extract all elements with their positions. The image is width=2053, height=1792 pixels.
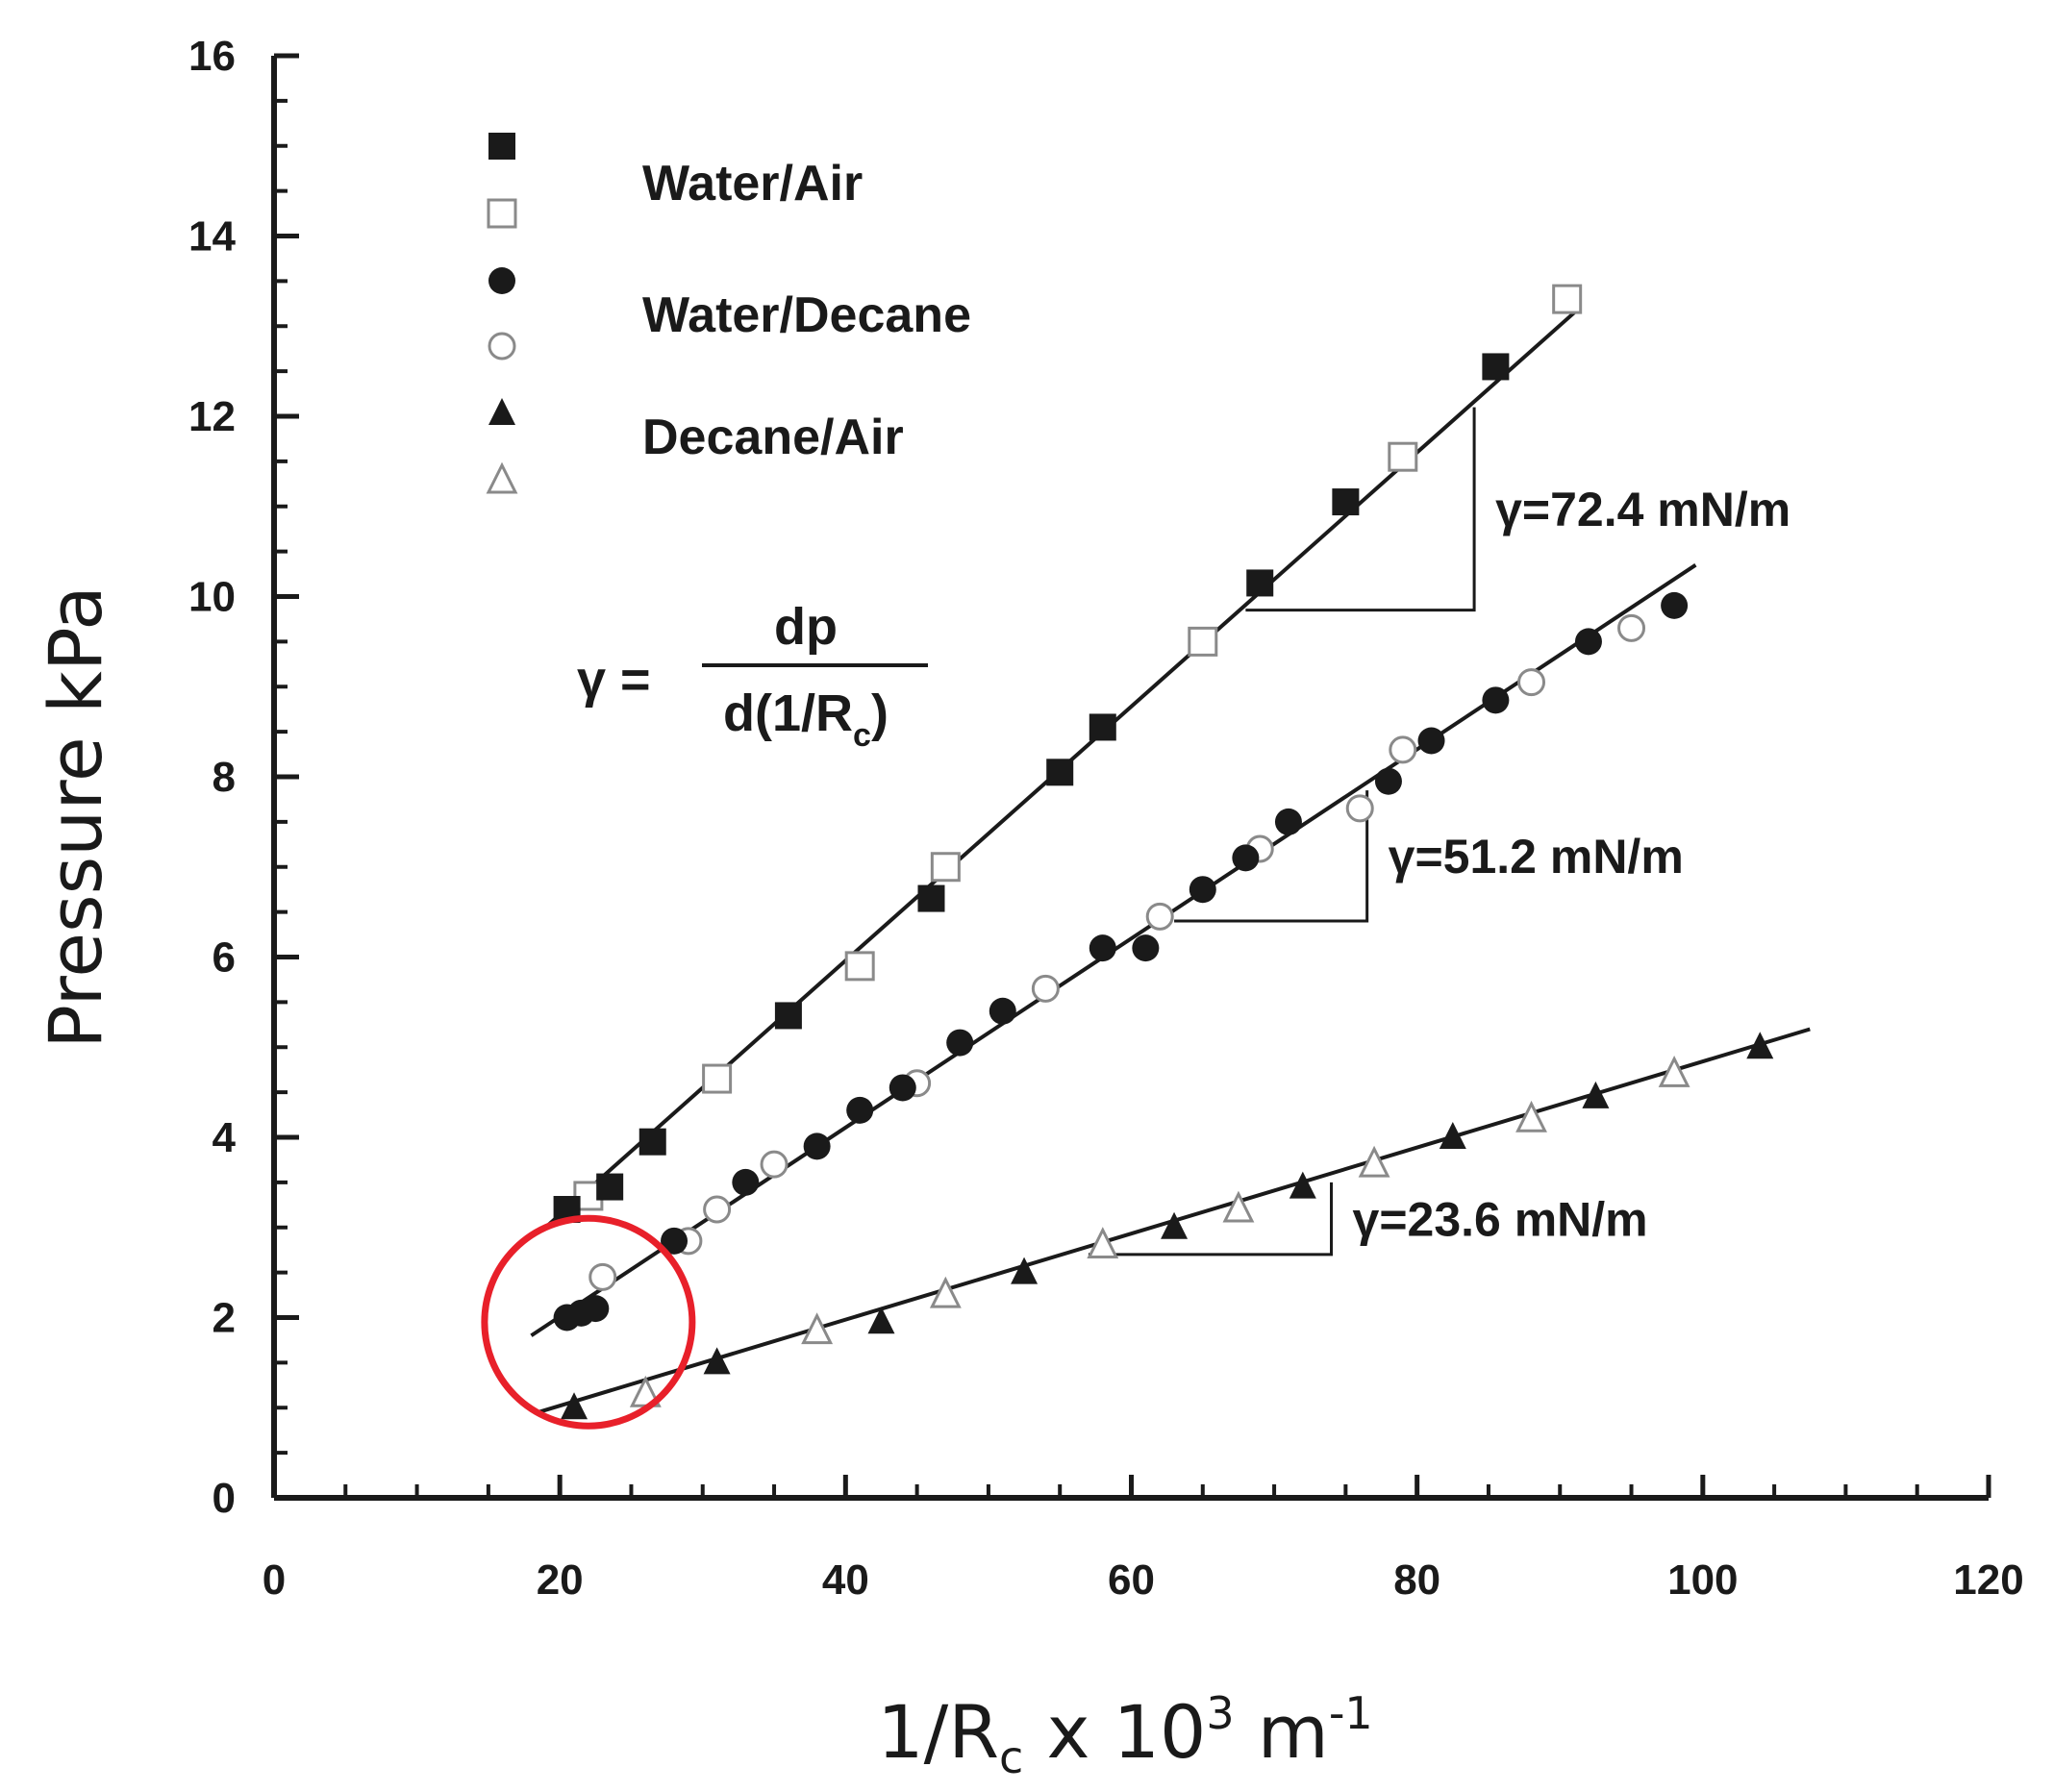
data-point-circle-filled [946,1029,974,1057]
y-tick-label: 4 [213,1114,237,1161]
data-point-circle-filled [1089,934,1116,962]
data-point-triangle-filled [703,1347,731,1375]
formula-lhs: γ = [577,651,651,709]
formula-denominator: d(1/Rc) [723,684,889,754]
data-point-triangle-open [486,461,518,494]
data-point-square-filled [1332,488,1360,516]
data-point-square-filled [1482,353,1510,381]
formula-numerator: dp [774,598,838,656]
data-point-triangle-filled [1289,1171,1316,1199]
data-point-triangle-filled [1011,1257,1039,1284]
data-point-circle-filled [582,1295,610,1323]
legend: Water/Air Water/Decane Decane/Air [486,133,971,494]
data-point-triangle-open [1515,1100,1547,1132]
data-point-circle-open [1031,974,1060,1003]
data-point-square-open [702,1063,733,1094]
slope-label: γ=51.2 mN/m [1389,830,1684,884]
data-point-circle-filled [1374,767,1402,795]
data-point-triangle-filled [1439,1122,1466,1149]
slope-triangle [1174,790,1369,923]
data-point-triangle-filled [1746,1032,1774,1059]
data-point-square-open [1552,284,1583,314]
data-point-triangle-filled [1582,1081,1610,1108]
slope-label: γ=72.4 mN/m [1495,483,1790,536]
legend-label: Water/Decane [642,287,971,343]
x-tick-label: 100 [1667,1556,1738,1604]
slope-label: γ=23.6 mN/m [1353,1192,1648,1246]
y-tick-label: 0 [213,1475,236,1522]
data-point-square-filled [917,884,945,912]
data-point-circle-open [588,1262,617,1291]
data-point-circle-filled [488,267,515,294]
data-point-circle-filled [846,1096,874,1124]
y-tick-label: 10 [188,574,236,621]
data-point-triangle-filled [1161,1211,1189,1239]
data-point-square-filled [638,1128,666,1156]
data-point-circle-open [1145,902,1174,931]
legend-label: Decane/Air [642,410,904,465]
data-point-triangle-filled [488,398,515,425]
data-point-circle-open [1389,735,1417,764]
highlight-circle [481,1214,696,1430]
plot-area: 0 20 40 60 80 100 120 0 2 4 6 8 10 12 14 16 γ=72.4 mN/m γ… [188,33,2024,1604]
data-point-circle-open [1517,668,1546,697]
data-point-triangle-open [801,1312,834,1345]
data-point-square-open [487,198,517,229]
x-tick-label: 40 [822,1556,869,1604]
data-point-triangle-open [1658,1056,1690,1087]
legend-label: Water/Air [642,156,863,212]
data-point-circle-open [703,1195,732,1224]
x-tick-label: 60 [1108,1556,1155,1604]
data-point-circle-filled [889,1074,916,1102]
data-point-square-filled [488,133,515,160]
data-point-circle-filled [732,1168,760,1196]
data-point-circle-filled [661,1227,689,1255]
data-point-square-open [930,852,961,883]
data-point-circle-filled [1661,591,1689,619]
y-tick-label: 8 [213,754,236,801]
data-point-circle-filled [1189,876,1216,904]
data-point-circle-filled [1274,808,1302,835]
data-point-circle-open [1345,794,1374,823]
data-point-circle-open [760,1150,789,1179]
data-point-circle-filled [1132,934,1160,962]
data-point-triangle-filled [867,1307,895,1334]
slope-triangle [1245,407,1476,612]
y-tick-label: 6 [213,934,236,982]
data-point-circle-open [488,332,516,361]
y-tick-label: 2 [213,1295,236,1342]
data-point-square-open [1188,626,1218,657]
data-point-square-filled [596,1173,624,1201]
slope-triangle [1088,1182,1334,1257]
data-point-square-filled [1246,569,1274,597]
x-tick-label: 0 [263,1556,286,1604]
x-tick-label: 20 [537,1556,584,1604]
x-axis-title: 1/Rc x 103 m-1 [877,1687,1372,1783]
data-point-circle-filled [1574,628,1602,656]
data-point-circle-filled [989,997,1016,1025]
data-point-circle-filled [1482,686,1510,714]
formula: γ = dp d(1/Rc) [577,598,928,754]
y-tick-label: 12 [188,393,236,440]
data-point-square-open [844,951,875,982]
data-point-square-open [1388,441,1418,472]
data-point-square-filled [1089,713,1116,741]
y-tick-label: 14 [188,213,236,261]
data-point-circle-open [1617,613,1646,642]
data-point-triangle-open [1087,1227,1119,1258]
data-point-triangle-open [1358,1145,1390,1178]
y-axis-title: Pressure kPa [33,585,118,1049]
x-tick-label: 80 [1393,1556,1440,1604]
data-point-square-filled [1046,759,1074,786]
data-point-triangle-open [929,1276,962,1308]
data-point-triangle-filled [561,1392,588,1420]
y-tick-label: 16 [188,33,236,80]
data-point-square-filled [774,1002,802,1030]
x-tick-label: 120 [1953,1556,2023,1604]
data-point-circle-filled [1417,727,1445,755]
data-point-circle-filled [1232,844,1260,872]
data-point-circle-filled [803,1132,831,1160]
data-point-triangle-open [1222,1190,1255,1223]
